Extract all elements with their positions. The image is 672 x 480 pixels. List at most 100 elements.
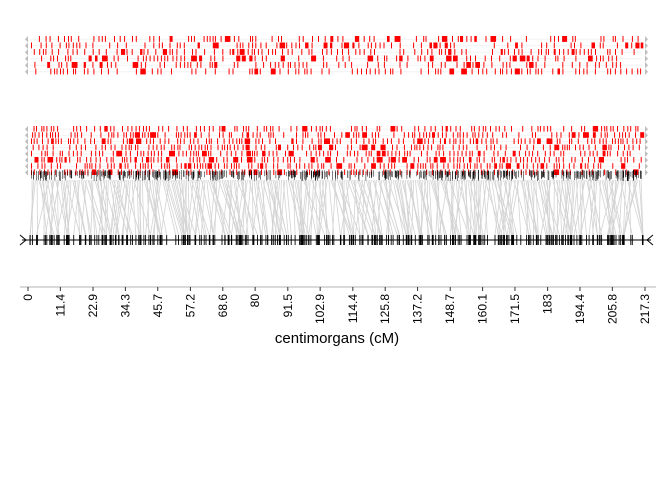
haplotype-mark — [262, 138, 263, 144]
haplotype-mark — [554, 36, 555, 42]
haplotype-mark — [89, 163, 91, 169]
haplotype-mark — [200, 62, 202, 68]
haplotype-mark — [197, 42, 200, 49]
haplotype-mark — [179, 144, 181, 151]
haplotype-mark — [439, 138, 441, 144]
haplotype-mark — [252, 150, 253, 157]
haplotype-mark — [462, 144, 464, 151]
haplotype-mark — [554, 144, 560, 151]
haplotype-row-end-right — [645, 132, 648, 139]
haplotype-mark — [251, 163, 253, 169]
haplotype-mark — [309, 144, 311, 151]
haplotype-mark — [413, 42, 415, 49]
haplotype-mark — [31, 138, 32, 144]
haplotype-row-end-left — [25, 163, 28, 170]
haplotype-mark — [195, 49, 197, 55]
haplotype-mark — [52, 144, 54, 151]
x-axis: 0 11.4 22.9 34.3 45.7 57.2 68.6 80 91.5 102.9 114.… — [20, 286, 656, 324]
haplotype-mark — [125, 132, 127, 138]
connector-line — [415, 179, 421, 236]
haplotype-mark — [359, 144, 361, 151]
haplotype-mark — [432, 132, 435, 138]
haplotype-mark — [369, 36, 371, 42]
haplotype-mark — [541, 42, 543, 49]
haplotype-mark — [31, 163, 32, 169]
haplotype-mark — [311, 163, 313, 169]
connector-line — [182, 179, 185, 236]
haplotype-mark — [500, 49, 503, 55]
haplotype-mark — [53, 55, 55, 62]
x-tick-label: 160.1 — [476, 294, 490, 324]
haplotype-mark — [146, 138, 148, 144]
haplotype-mark — [141, 157, 143, 163]
connector-line — [167, 179, 184, 236]
haplotype-mark — [308, 49, 310, 55]
haplotype-mark — [131, 126, 133, 132]
haplotype-mark — [514, 49, 515, 55]
haplotype-mark — [352, 42, 355, 49]
haplotype-mark — [43, 157, 45, 163]
connector-line — [420, 179, 426, 236]
haplotype-mark — [229, 144, 231, 151]
haplotype-mark — [210, 150, 212, 157]
haplotype-mark — [473, 138, 474, 144]
haplotype-mark — [164, 138, 166, 144]
haplotype-mark — [177, 144, 179, 151]
connector-line — [194, 179, 201, 236]
haplotype-mark — [50, 68, 52, 75]
haplotype-mark — [449, 150, 451, 157]
haplotype-mark — [601, 126, 603, 132]
haplotype-mark — [430, 126, 432, 132]
connector-line — [540, 179, 552, 236]
x-tick-label: 183 — [541, 294, 555, 314]
haplotype-mark — [144, 169, 146, 175]
haplotype-mark — [95, 150, 97, 157]
haplotype-row-end-left — [25, 62, 28, 69]
x-tick-label: 125.8 — [378, 294, 392, 324]
haplotype-mark — [638, 144, 640, 151]
haplotype-mark — [547, 126, 549, 132]
haplotype-mark — [175, 62, 177, 68]
marker-position-axis — [19, 234, 654, 246]
connector-line — [218, 179, 240, 236]
connector-line — [571, 179, 579, 236]
haplotype-mark — [453, 157, 455, 163]
connector-line — [233, 179, 242, 236]
haplotype-mark — [81, 169, 83, 175]
haplotype-mark — [438, 36, 440, 42]
haplotype-mark — [94, 126, 96, 132]
x-tick-label: 217.3 — [638, 294, 652, 324]
haplotype-mark — [403, 132, 405, 138]
haplotype-mark — [356, 126, 358, 132]
haplotype-mark — [421, 150, 422, 157]
connector-line — [80, 179, 87, 236]
haplotype-mark — [391, 42, 392, 49]
haplotype-mark — [99, 157, 101, 163]
haplotype-mark — [359, 169, 361, 175]
connector-line — [209, 179, 216, 236]
connector-line — [354, 179, 364, 236]
haplotype-mark — [556, 132, 558, 138]
haplotype-mark — [41, 55, 43, 62]
haplotype-mark — [186, 169, 188, 175]
haplotype-mark — [371, 132, 373, 138]
haplotype-mark — [142, 163, 144, 169]
haplotype-mark — [505, 144, 507, 151]
connector-line — [599, 179, 615, 236]
haplotype-mark — [179, 42, 181, 49]
haplotype-mark — [121, 49, 126, 55]
haplotype-row-end-right — [645, 62, 648, 69]
haplotype-mark — [594, 138, 596, 144]
haplotype-mark — [278, 144, 281, 151]
haplotype-mark — [528, 150, 530, 157]
haplotype-mark — [296, 169, 298, 175]
haplotype-mark — [214, 68, 216, 75]
haplotype-row-end-left — [25, 169, 28, 176]
haplotype-mark — [444, 62, 446, 68]
haplotype-mark — [319, 150, 321, 157]
haplotype-mark — [299, 42, 300, 49]
haplotype-mark — [106, 157, 108, 163]
connector-line — [110, 179, 119, 236]
haplotype-mark — [84, 138, 86, 144]
haplotype-mark — [33, 126, 35, 132]
